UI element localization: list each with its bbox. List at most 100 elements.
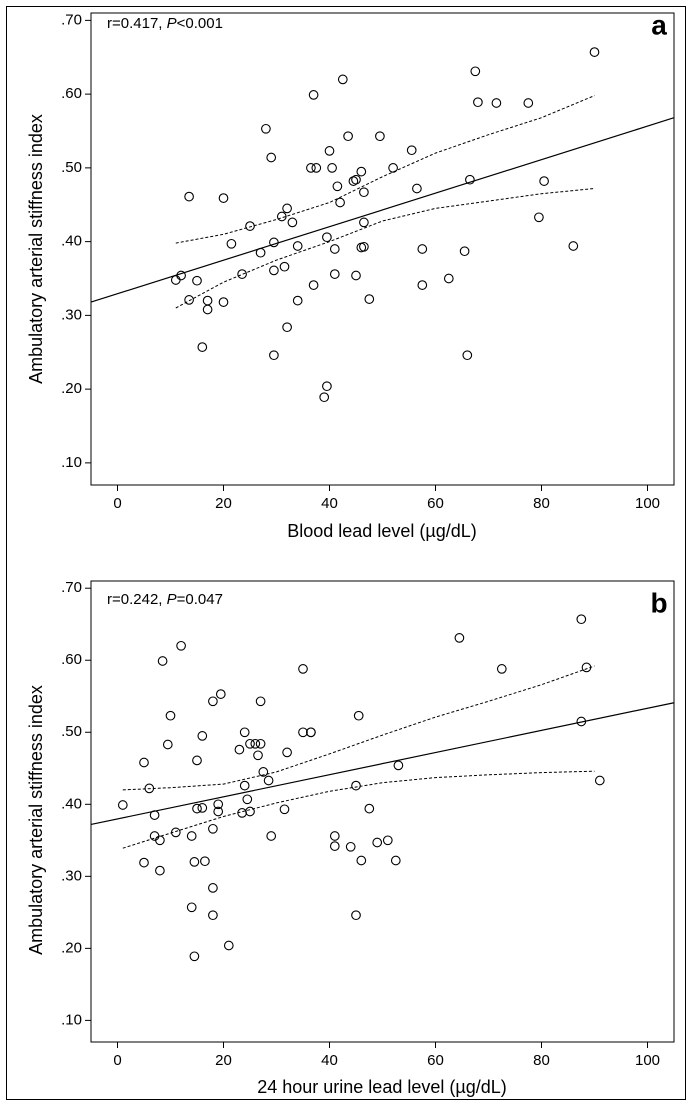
data-point [239,780,250,791]
data-point [329,841,340,851]
data-point [581,662,592,673]
data-point [390,855,401,866]
y-tick-label: .30 [61,867,82,884]
plot-area [90,12,675,486]
x-axis-label: 24 hour urine lead level (µg/dL) [257,1077,507,1097]
data-point [375,131,385,142]
data-point [287,217,298,228]
chart-panel-a: .10 .20 .30 .40 .50 .60 .70 0 20 40 60 80 100 r=0.4… [26,9,675,541]
y-tick-label: .40 [61,795,82,812]
data-point [184,191,194,202]
data-point [245,806,255,817]
y-tick-label: .20 [61,380,82,397]
data-point [170,827,181,838]
data-point [242,794,253,805]
data-point [189,951,200,962]
data-point [176,270,186,281]
data-point [149,810,160,820]
x-axis-ticks: 0 20 40 60 80 100 [113,485,660,512]
y-tick-label: .60 [61,85,82,102]
data-point [364,803,375,814]
data-point [364,294,375,304]
data-point [329,831,340,841]
data-point [356,855,367,866]
regression-line [90,702,675,826]
data-point [337,74,348,85]
data-point [263,775,274,786]
data-point [276,211,287,222]
data-point [462,350,473,361]
data-point [292,241,303,251]
data-point [255,247,266,258]
data-point [155,835,165,846]
data-point [351,174,361,185]
x-tick-label: 0 [113,495,121,512]
data-point [412,183,422,194]
y-tick-label: .10 [61,1011,82,1028]
data-point [279,804,290,815]
data-point [176,640,186,651]
data-point [417,280,428,290]
data-point [356,166,367,177]
x-tick-label: 60 [427,1052,444,1069]
data-point [261,123,271,134]
data-point [351,910,361,921]
data-point [308,90,319,100]
data-point [568,241,579,251]
data-point [417,244,428,254]
data-point [218,193,229,203]
data-point [359,187,369,198]
data-point [213,799,224,810]
data-point [576,614,587,625]
y-tick-label: .10 [61,454,82,471]
panel-label: b [650,587,667,618]
x-tick-label: 40 [321,495,338,512]
data-point [250,738,261,749]
data-point [406,145,417,156]
data-point [253,750,263,761]
data-point [322,381,332,392]
data-point [332,181,343,192]
data-point [279,261,290,272]
data-point [234,744,245,755]
y-tick-label: .30 [61,306,82,323]
data-point [459,246,470,257]
data-point [197,342,208,352]
data-point [239,727,250,738]
data-point [186,902,197,913]
data-point [308,280,319,290]
data-point [215,689,226,699]
confidence-band-lower [175,188,595,309]
data-point [269,237,279,248]
data-point [306,163,316,173]
data-point [149,831,160,841]
data-point [266,152,277,163]
panel-label: a [651,9,667,40]
x-tick-label: 100 [635,495,660,512]
data-point [322,232,332,243]
data-points [170,47,600,403]
data-point [213,806,224,817]
x-tick-label: 80 [533,495,550,512]
data-point [192,755,202,766]
data-point [186,831,197,841]
data-point [218,297,229,307]
data-point [170,275,181,285]
data-points [117,614,605,962]
data-point [345,841,356,852]
data-point [139,757,149,768]
data-point [197,731,208,741]
data-point [359,241,369,252]
data-point [470,66,481,77]
data-point [576,716,587,727]
y-axis-ticks: .10 .20 .30 .40 .50 .60 .70 [61,579,91,1028]
correlation-annotation: r=0.242, P=0.047 [107,591,223,608]
y-tick-label: .70 [61,11,82,28]
data-point [348,176,359,186]
data-point [306,727,316,738]
x-tick-label: 20 [215,1052,232,1069]
data-point [388,163,398,173]
y-tick-label: .50 [61,159,82,176]
data-point [165,710,176,721]
data-point [343,131,353,142]
